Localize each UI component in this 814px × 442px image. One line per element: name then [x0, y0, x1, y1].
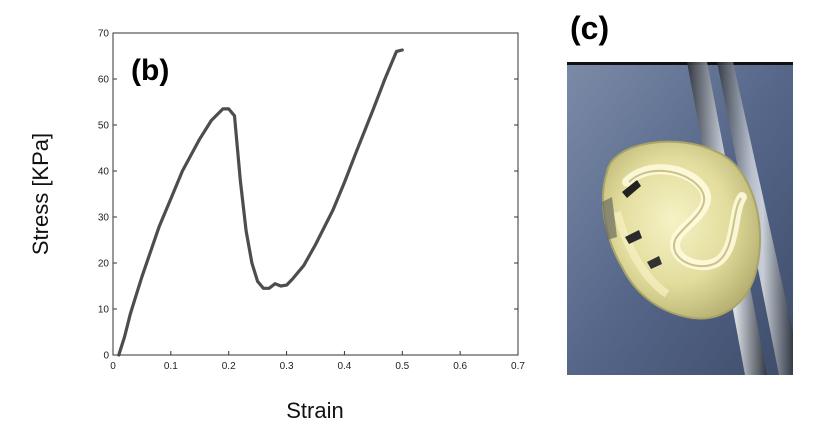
- rolled-tube-specimen-photo: [567, 62, 793, 375]
- x-tick-label: 0.7: [511, 361, 525, 372]
- y-tick-label: 10: [98, 305, 110, 316]
- y-axis-label: Stress [KPa]: [28, 133, 53, 255]
- panel-b-label: (b): [131, 54, 169, 87]
- x-tick-label: 0.3: [280, 361, 294, 372]
- x-axis-ticks: 0 0.1 0.2 0.3 0.4 0.5 0.6 0.7: [110, 351, 525, 372]
- y-tick-label: 60: [98, 75, 110, 86]
- y-tick-label: 0: [103, 351, 109, 362]
- x-tick-label: 0.4: [337, 361, 351, 372]
- y-tick-label: 30: [98, 213, 110, 224]
- x-axis-label: Strain: [286, 398, 343, 423]
- x-tick-label: 0.5: [395, 361, 409, 372]
- stress-strain-series-line: [117, 48, 404, 357]
- tube-specimen: [601, 140, 761, 320]
- x-tick-label: 0.6: [453, 361, 467, 372]
- x-tick-label: 0.2: [222, 361, 236, 372]
- plot-frame: [112, 32, 519, 356]
- y-tick-label: 50: [98, 121, 110, 132]
- y-axis-ticks: 0 10 20 30 40 50 60 70: [98, 29, 518, 362]
- y-tick-label: 70: [98, 29, 110, 40]
- x-tick-label: 0.1: [164, 361, 178, 372]
- panel-c-label: (c): [570, 10, 610, 46]
- y-tick-label: 20: [98, 259, 110, 270]
- y-tick-label: 40: [98, 167, 110, 178]
- x-tick-label: 0: [110, 361, 116, 372]
- photo-top-edge: [567, 62, 793, 65]
